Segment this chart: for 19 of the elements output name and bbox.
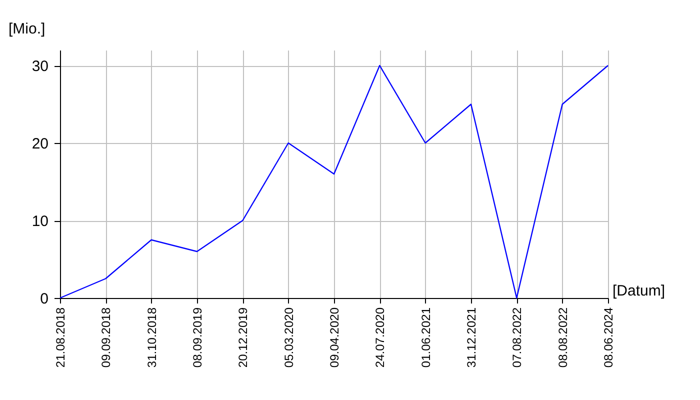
x-tick-label: 20.12.2019 [236, 307, 250, 368]
x-axis-title: [Datum] [612, 282, 666, 300]
x-tick-label: 07.08.2022 [510, 307, 524, 368]
x-tick-label: 08.08.2022 [556, 307, 570, 368]
y-tick-label: 20 [32, 136, 48, 152]
x-tick-label: 24.07.2020 [373, 307, 388, 368]
x-tick-label: 09.04.2020 [328, 307, 342, 368]
y-tick-label: 30 [32, 58, 48, 75]
x-tick-label: 05.03.2020 [282, 307, 296, 368]
x-tick-label: 08.06.2024 [602, 307, 616, 368]
y-tick-label: 0 [40, 290, 48, 308]
x-tick-label: 09.09.2018 [99, 307, 114, 368]
x-tick-label: 01.06.2021 [418, 307, 433, 368]
y-axis-title: [Mio.] [8, 20, 46, 38]
y-tick-label: 10 [32, 213, 48, 230]
x-tick-label: 31.12.2021 [464, 307, 478, 368]
x-tick-label: 08.09.2019 [190, 307, 204, 368]
x-tick-label: 21.08.2018 [54, 307, 68, 368]
x-tick-label: 31.10.2018 [144, 307, 159, 368]
